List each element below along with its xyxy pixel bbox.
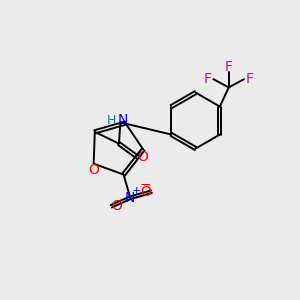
Text: F: F — [204, 72, 212, 86]
Text: H: H — [107, 114, 116, 127]
Text: O: O — [137, 150, 148, 164]
Text: F: F — [225, 60, 233, 74]
Text: O: O — [88, 163, 99, 177]
Text: O: O — [112, 199, 123, 213]
Text: O: O — [140, 185, 151, 199]
Text: F: F — [245, 72, 253, 86]
Text: N: N — [125, 191, 135, 205]
Text: +: + — [132, 186, 141, 196]
Text: N: N — [118, 113, 128, 127]
Text: −: − — [139, 178, 151, 192]
